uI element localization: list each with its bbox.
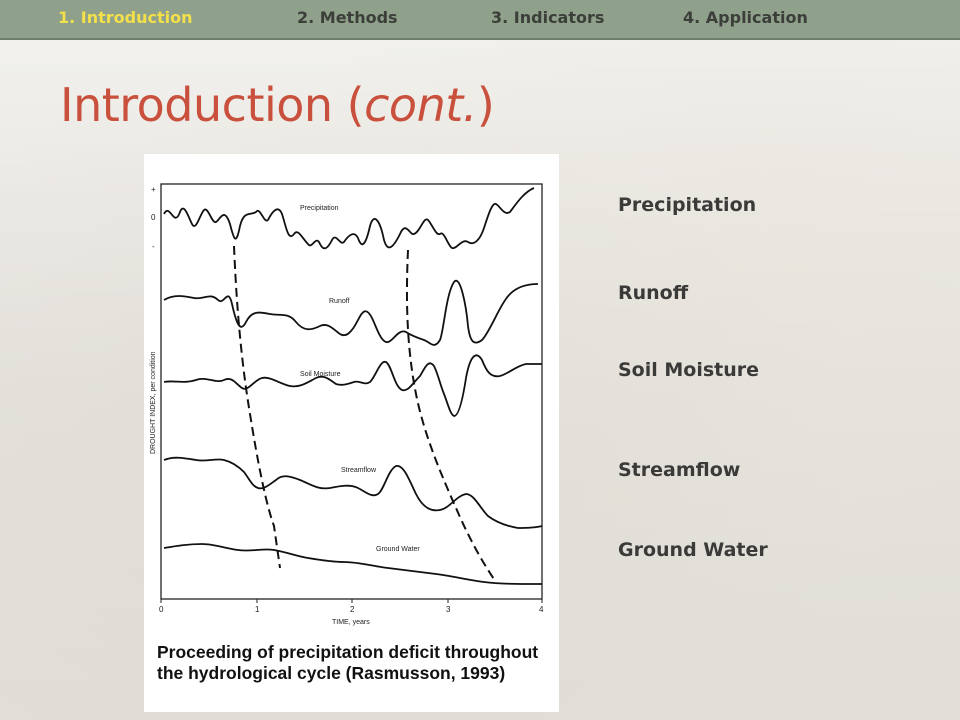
side-label-precipitation: Precipitation bbox=[618, 194, 757, 216]
y-tick-plus: + bbox=[151, 185, 156, 194]
drought-propagation-figure: + 0 - DROUGHT INDEX, per condition Preci… bbox=[144, 154, 559, 712]
plot-frame bbox=[160, 183, 543, 600]
curve-label-soil-moisture: Soil Moisture bbox=[300, 371, 341, 378]
nav-item-application[interactable]: 4. Application bbox=[683, 8, 808, 27]
nav-item-methods[interactable]: 2. Methods bbox=[297, 8, 398, 27]
nav-item-introduction[interactable]: 1. Introduction bbox=[58, 8, 193, 27]
x-axis-label: TIME, years bbox=[332, 619, 370, 626]
title-close: ) bbox=[476, 78, 495, 132]
y-axis-label: DROUGHT INDEX, per condition bbox=[150, 351, 157, 454]
deficit-front-line-1 bbox=[233, 245, 281, 569]
slide-title: Introduction (cont.) bbox=[60, 78, 495, 132]
curve-label-runoff: Runoff bbox=[329, 298, 350, 305]
x-tick-2: 2 bbox=[350, 605, 355, 614]
y-tick-minus: - bbox=[152, 242, 155, 251]
curve-label-ground-water: Ground Water bbox=[376, 546, 420, 553]
figure-caption: Proceeding of precipitation deficit thro… bbox=[157, 642, 539, 683]
side-label-soil-moisture: Soil Moisture bbox=[618, 359, 760, 381]
title-main: Introduction ( bbox=[60, 78, 365, 132]
nav-item-indicators[interactable]: 3. Indicators bbox=[491, 8, 605, 27]
x-tick-4: 4 bbox=[539, 605, 544, 614]
runoff-curve bbox=[163, 279, 539, 346]
x-tick-3: 3 bbox=[446, 605, 451, 614]
x-tick-1: 1 bbox=[255, 605, 260, 614]
section-nav-bar: 1. Introduction 2. Methods 3. Indicators… bbox=[0, 0, 960, 40]
soil-moisture-curve bbox=[163, 354, 542, 417]
figure-graph: + 0 - DROUGHT INDEX, per condition Preci… bbox=[150, 183, 544, 626]
y-tick-zero: 0 bbox=[151, 213, 156, 222]
precipitation-curve bbox=[163, 187, 535, 250]
ground-water-curve bbox=[163, 543, 543, 585]
deficit-front-line-2 bbox=[405, 249, 497, 583]
curve-label-streamflow: Streamflow bbox=[341, 467, 377, 474]
curve-label-precipitation: Precipitation bbox=[300, 205, 339, 212]
x-tick-0: 0 bbox=[159, 605, 164, 614]
side-label-streamflow: Streamflow bbox=[618, 459, 741, 481]
side-label-ground-water: Ground Water bbox=[618, 539, 768, 561]
side-label-runoff: Runoff bbox=[618, 282, 689, 304]
title-italic: cont. bbox=[364, 78, 477, 132]
streamflow-curve bbox=[163, 456, 543, 529]
